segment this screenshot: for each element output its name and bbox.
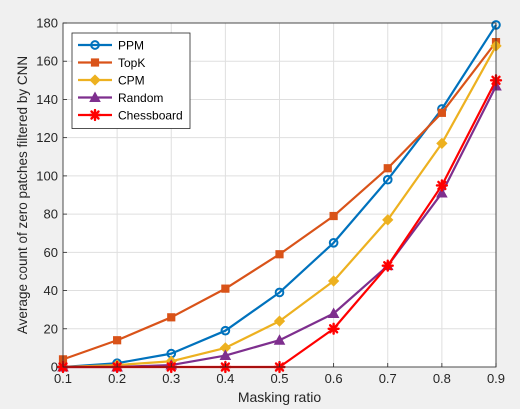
legend-item: CPM xyxy=(78,74,145,88)
legend-marker xyxy=(90,40,100,50)
y-axis-label: Average count of zero patches filtered b… xyxy=(15,56,30,334)
legend-label: Random xyxy=(118,91,163,105)
star-stroke xyxy=(383,261,393,271)
data-point xyxy=(273,315,286,327)
x-tick-label: 0.2 xyxy=(108,371,126,386)
x-tick-label: 0.3 xyxy=(162,371,180,386)
y-tick-label: 20 xyxy=(44,321,58,336)
data-point xyxy=(383,164,392,173)
x-tick-label: 0.9 xyxy=(487,371,505,386)
star-stroke xyxy=(437,180,447,191)
data-point xyxy=(435,179,449,192)
data-point xyxy=(220,325,231,336)
data-point xyxy=(436,187,448,198)
data-point xyxy=(274,287,285,298)
data-point xyxy=(327,322,340,335)
data-point xyxy=(221,284,230,293)
y-tick-label: 40 xyxy=(44,283,58,298)
legend-marker xyxy=(90,58,100,67)
data-point xyxy=(273,334,286,345)
x-tick-label: 0.1 xyxy=(54,371,72,386)
data-point xyxy=(381,259,394,272)
data-point xyxy=(327,275,340,287)
legend-label: PPM xyxy=(118,39,144,53)
data-point xyxy=(113,336,122,345)
legend-item: TopK xyxy=(78,56,145,70)
y-tick-label: 120 xyxy=(36,130,58,145)
legend-marker xyxy=(89,74,101,86)
data-point xyxy=(329,211,338,221)
star-stroke xyxy=(90,110,100,120)
x-tick-label: 0.6 xyxy=(325,371,343,386)
data-point xyxy=(328,237,339,248)
legend-item: Random xyxy=(78,91,163,105)
y-tick-label: 180 xyxy=(36,16,58,31)
legend-label: CPM xyxy=(118,74,145,88)
legend-item: PPM xyxy=(78,39,144,53)
data-point xyxy=(436,137,448,150)
y-tick-label: 60 xyxy=(44,245,58,260)
legend-item: Chessboard xyxy=(78,109,183,123)
data-point xyxy=(327,307,340,318)
data-point xyxy=(167,313,176,322)
y-tick-label: 160 xyxy=(36,54,58,69)
y-tick-label: 0 xyxy=(51,360,58,375)
axis-ticks: 0.1 0.2 0.3 0.4 0.5 0.6 0.7 0.8 0.9 0 20 40 60 80 100 1… xyxy=(36,16,505,387)
legend-label: TopK xyxy=(118,56,145,70)
x-tick-label: 0.4 xyxy=(216,371,234,386)
y-tick-label: 80 xyxy=(44,207,58,222)
data-point xyxy=(275,250,284,259)
data-point xyxy=(219,349,232,360)
legend: PPM TopK CPM Random Chessboard xyxy=(71,32,191,129)
x-tick-label: 0.8 xyxy=(433,371,451,386)
data-point xyxy=(437,108,446,117)
x-tick-label: 0.5 xyxy=(270,371,288,386)
y-tick-label: 140 xyxy=(36,92,58,107)
legend-marker xyxy=(89,91,101,102)
x-axis-label: Masking ratio xyxy=(238,389,321,405)
data-point xyxy=(382,214,394,226)
data-point xyxy=(382,174,393,185)
star-stroke xyxy=(328,324,339,334)
legend-marker xyxy=(88,108,102,122)
x-tick-label: 0.7 xyxy=(379,371,397,386)
y-tick-label: 100 xyxy=(36,168,58,183)
legend-label: Chessboard xyxy=(118,109,183,123)
